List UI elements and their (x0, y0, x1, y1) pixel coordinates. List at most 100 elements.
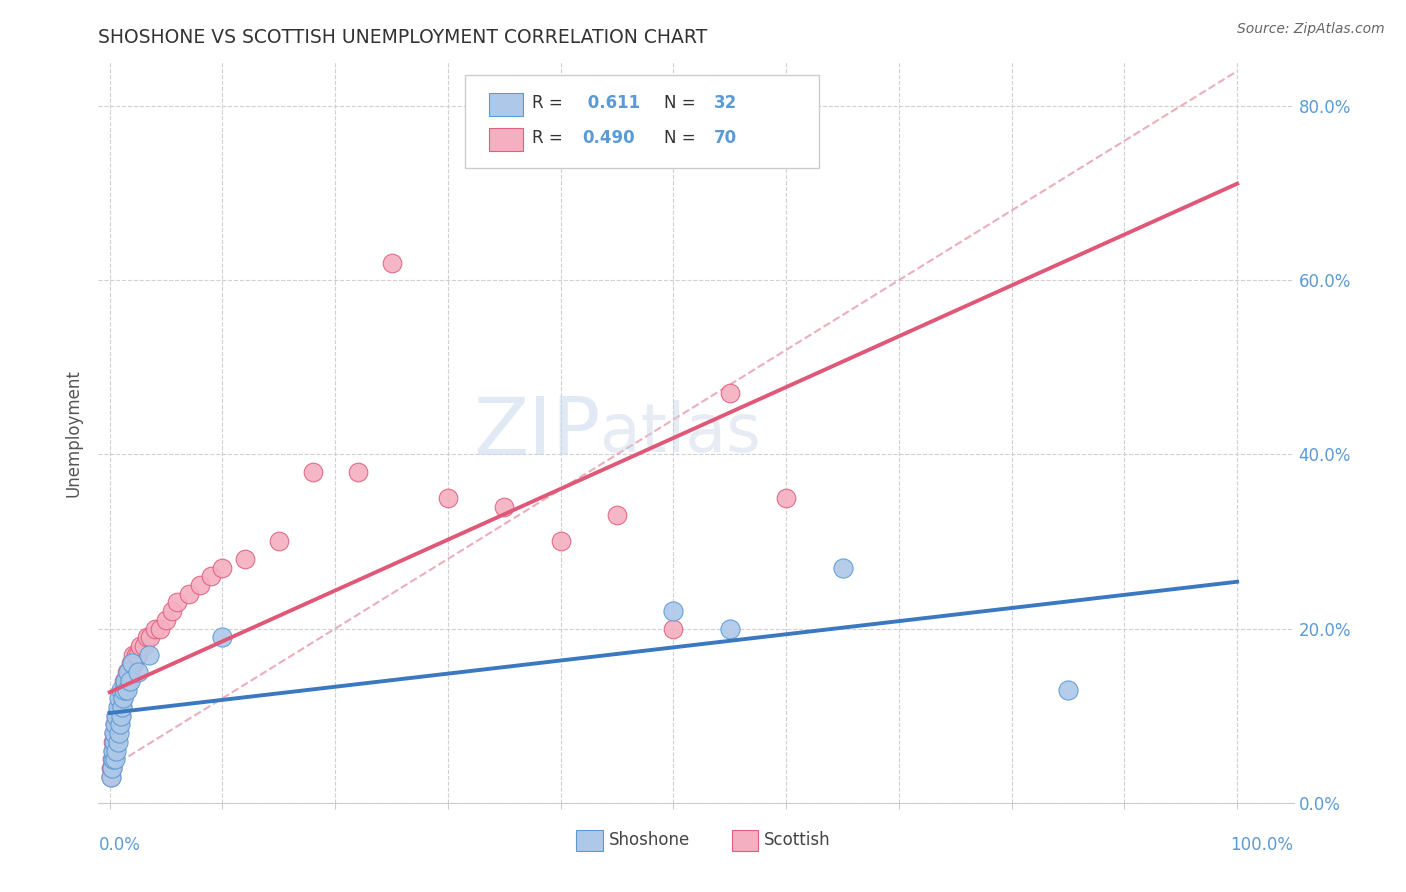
Point (831, 560, 853, 574)
Point (103, 743, 125, 757)
Point (112, 691, 135, 706)
FancyBboxPatch shape (489, 93, 523, 117)
Point (114, 682, 136, 697)
Point (662, 622, 685, 636)
Point (105, 708, 128, 723)
Text: R =: R = (533, 95, 568, 112)
Point (107, 691, 129, 706)
Point (121, 657, 143, 671)
Point (110, 708, 132, 723)
Point (118, 673, 141, 688)
Point (111, 700, 134, 714)
Point (107, 717, 129, 731)
Point (166, 595, 188, 609)
Point (101, 743, 124, 757)
Point (346, 465, 368, 479)
Text: Scottish: Scottish (763, 830, 831, 849)
Point (100, 770, 122, 784)
Point (129, 639, 152, 653)
Point (121, 657, 143, 671)
Point (104, 717, 127, 731)
Point (718, 386, 741, 401)
Text: ZIP: ZIP (472, 393, 600, 472)
Point (149, 622, 172, 636)
Point (380, 256, 402, 270)
Point (606, 508, 628, 523)
FancyBboxPatch shape (733, 830, 758, 851)
Point (107, 700, 129, 714)
Point (107, 717, 129, 731)
Point (211, 560, 233, 574)
Point (104, 735, 127, 749)
Point (550, 534, 572, 549)
Point (233, 552, 256, 566)
Point (267, 534, 290, 549)
Point (118, 665, 141, 680)
Point (437, 491, 460, 505)
Text: 0.611: 0.611 (582, 95, 641, 112)
Point (120, 657, 142, 671)
Point (112, 682, 135, 697)
Point (115, 673, 138, 688)
Point (155, 613, 177, 627)
Point (101, 752, 124, 766)
Point (114, 673, 136, 688)
Point (122, 648, 145, 662)
Point (301, 465, 323, 479)
Point (200, 569, 222, 583)
Point (103, 735, 125, 749)
Point (117, 665, 139, 680)
Point (101, 761, 124, 775)
Point (108, 717, 131, 731)
Point (101, 761, 124, 775)
Point (115, 682, 138, 697)
Point (101, 735, 124, 749)
Point (105, 726, 128, 740)
Text: 100.0%: 100.0% (1230, 836, 1294, 855)
Point (775, 491, 797, 505)
Point (112, 682, 135, 697)
Point (105, 717, 128, 731)
Point (112, 691, 135, 706)
Point (107, 708, 129, 723)
Text: 32: 32 (714, 95, 737, 112)
Point (108, 708, 131, 723)
Text: 0.490: 0.490 (582, 129, 636, 147)
Point (110, 682, 132, 697)
Text: Source: ZipAtlas.com: Source: ZipAtlas.com (1237, 22, 1385, 37)
Point (211, 630, 233, 644)
Point (160, 604, 183, 618)
Point (100, 761, 122, 775)
Point (115, 665, 138, 680)
Point (103, 726, 125, 740)
Point (107, 700, 129, 714)
Point (177, 587, 200, 601)
Point (118, 665, 141, 680)
Point (139, 630, 162, 644)
Text: R =: R = (533, 129, 568, 147)
Point (103, 726, 125, 740)
Point (101, 752, 124, 766)
Point (107, 708, 129, 723)
Point (112, 682, 135, 697)
Text: N =: N = (664, 129, 700, 147)
FancyBboxPatch shape (489, 128, 523, 152)
FancyBboxPatch shape (576, 830, 603, 851)
Point (494, 500, 516, 514)
Point (101, 752, 124, 766)
Point (117, 673, 139, 688)
Point (110, 691, 132, 706)
Y-axis label: Unemployment: Unemployment (65, 368, 83, 497)
Point (135, 630, 157, 644)
Point (111, 700, 134, 714)
Point (188, 578, 211, 592)
Point (718, 622, 741, 636)
Point (124, 648, 146, 662)
Point (662, 604, 685, 618)
Point (107, 726, 129, 740)
Text: SHOSHONE VS SCOTTISH UNEMPLOYMENT CORRELATION CHART: SHOSHONE VS SCOTTISH UNEMPLOYMENT CORREL… (98, 28, 707, 47)
Point (110, 708, 132, 723)
Text: Shoshone: Shoshone (609, 830, 690, 849)
Point (143, 622, 166, 636)
Point (101, 743, 124, 757)
